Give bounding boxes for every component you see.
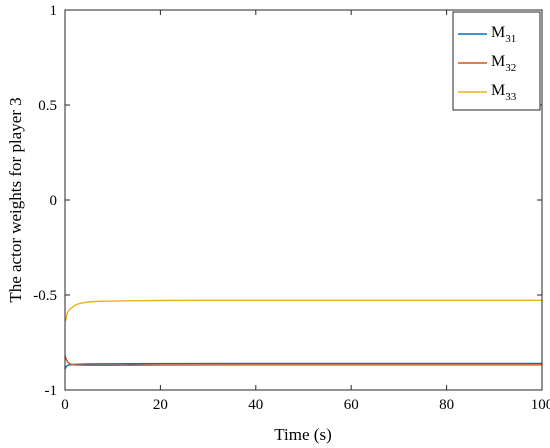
- series-line-m33: [64, 299, 542, 322]
- y-tick-label: 0: [50, 193, 58, 209]
- plot-frame: [64, 9, 543, 391]
- x-tick-label: 60: [344, 397, 359, 413]
- x-tick-label: 80: [439, 397, 454, 413]
- legend-label: M31: [491, 24, 516, 45]
- x-tick-label: 20: [153, 397, 168, 413]
- y-tick-label: -0.5: [33, 288, 57, 304]
- y-tick-label: 1: [50, 3, 58, 19]
- ticks-layer: 0 20 40 60 80 100 1 0.5 0 -0.5 -1: [33, 3, 550, 413]
- series-line-m32: [64, 355, 542, 366]
- y-axis-title: The actor weights for player 3: [6, 97, 25, 302]
- legend-label: M33: [491, 82, 517, 103]
- series-layer: [64, 299, 542, 370]
- legend-box: [452, 11, 541, 111]
- legend-label: M32: [491, 53, 516, 74]
- y-tick-label: 0.5: [38, 98, 57, 114]
- y-tick-label: -1: [45, 383, 58, 399]
- legend: M31 M32 M33: [452, 11, 541, 111]
- x-tick-label: 40: [248, 397, 263, 413]
- x-tick-label: 100: [531, 397, 550, 413]
- x-tick-label: 0: [61, 397, 69, 413]
- series-line-m31: [64, 362, 542, 370]
- x-axis-title: Time (s): [274, 425, 331, 444]
